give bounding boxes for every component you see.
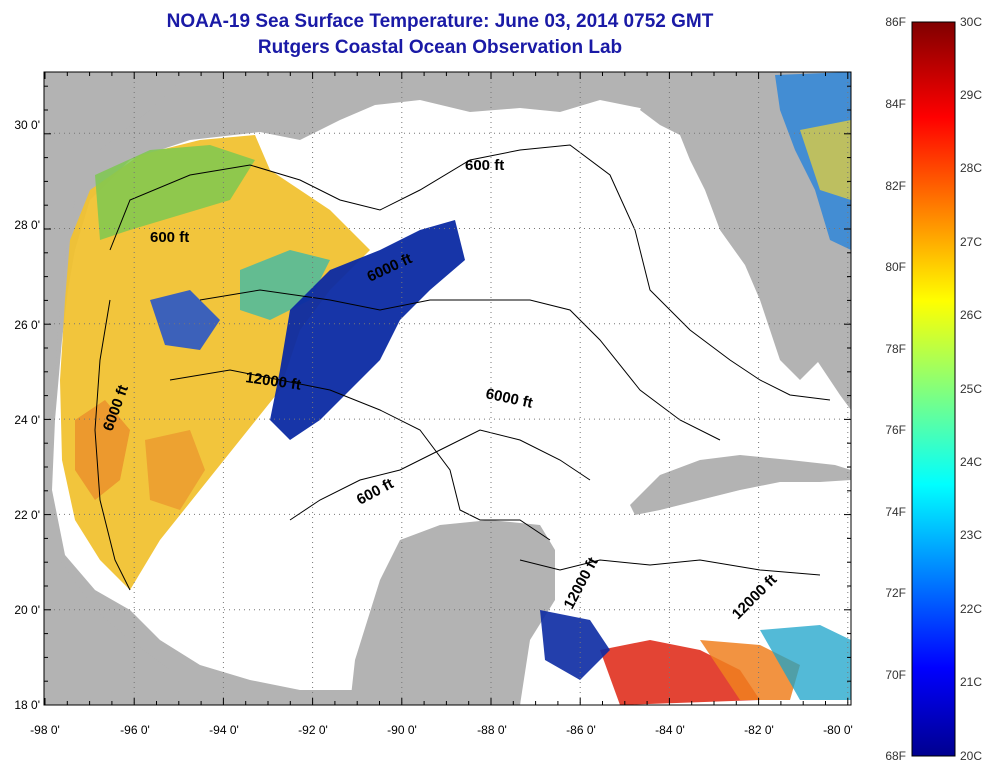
lat-label: 28 0' bbox=[14, 218, 40, 232]
map-title: NOAA-19 Sea Surface Temperature: June 03… bbox=[166, 11, 714, 32]
colorbar-f-label: 82F bbox=[885, 179, 906, 193]
sst-cold-region bbox=[270, 220, 465, 440]
lon-label: -96 0' bbox=[120, 723, 150, 737]
lat-label: 18 0' bbox=[14, 698, 40, 712]
temperature-colorbar bbox=[911, 21, 956, 757]
colorbar-c-label: 23C bbox=[960, 528, 982, 542]
colorbar-f-label: 72F bbox=[885, 586, 906, 600]
plot-frame bbox=[43, 71, 852, 706]
lon-label: -90 0' bbox=[387, 723, 417, 737]
sst-green-patch bbox=[240, 250, 330, 320]
sst-atlantic-yellow bbox=[800, 120, 851, 200]
colorbar-f-label: 78F bbox=[885, 342, 906, 356]
colorbar-fahrenheit-labels: 86F 84F 82F 80F 78F 76F 74F 72F 70F 68F bbox=[885, 15, 906, 763]
colorbar-c-label: 20C bbox=[960, 749, 982, 763]
colorbar-c-label: 24C bbox=[960, 455, 982, 469]
lon-label: -88 0' bbox=[477, 723, 507, 737]
sst-cold-patch bbox=[150, 290, 220, 350]
colorbar-f-label: 68F bbox=[885, 749, 906, 763]
lat-label: 20 0' bbox=[14, 603, 40, 617]
colorbar-f-label: 70F bbox=[885, 668, 906, 682]
lat-axis-labels: 18 0' 20 0' 22 0' 24 0' 26 0' 28 0' 30 0… bbox=[14, 118, 40, 712]
lon-label: -98 0' bbox=[30, 723, 60, 737]
contour-label-2: 600 ft bbox=[465, 157, 504, 174]
colorbar-c-label: 28C bbox=[960, 161, 982, 175]
colorbar-c-label: 29C bbox=[960, 88, 982, 102]
map-gridlines bbox=[44, 72, 851, 705]
colorbar-f-label: 84F bbox=[885, 97, 906, 111]
lat-label: 26 0' bbox=[14, 318, 40, 332]
lon-label: -82 0' bbox=[744, 723, 774, 737]
yucatan-land bbox=[350, 520, 555, 705]
colorbar-c-label: 30C bbox=[960, 15, 982, 29]
map-subtitle: Rutgers Coastal Ocean Observation Lab bbox=[257, 37, 623, 58]
sst-orange-patch bbox=[75, 400, 130, 500]
contour-600ft bbox=[109, 144, 831, 401]
colorbar-f-label: 86F bbox=[885, 15, 906, 29]
lon-label: -84 0' bbox=[655, 723, 685, 737]
mexico-land bbox=[44, 72, 350, 705]
sst-caribbean-cyan bbox=[760, 625, 851, 700]
lon-label: -80 0' bbox=[823, 723, 853, 737]
colorbar-c-label: 22C bbox=[960, 602, 982, 616]
contour-caribbean bbox=[519, 559, 821, 576]
contour-12000ft bbox=[169, 369, 551, 541]
colorbar-c-label: 26C bbox=[960, 308, 982, 322]
sst-warm-region bbox=[60, 135, 370, 590]
sst-caribbean-cold bbox=[540, 610, 610, 680]
colorbar-c-label: 21C bbox=[960, 675, 982, 689]
lat-label: 22 0' bbox=[14, 508, 40, 522]
sst-green-band bbox=[95, 145, 255, 240]
lon-axis-labels: -98 0' -96 0' -94 0' -92 0' -90 0' -88 0… bbox=[30, 723, 853, 737]
colorbar-c-label: 25C bbox=[960, 382, 982, 396]
contour-600ft-south bbox=[289, 429, 591, 521]
contour-6000ft bbox=[94, 289, 721, 591]
lon-label: -94 0' bbox=[209, 723, 239, 737]
bathymetry-contours bbox=[94, 144, 831, 591]
lon-label: -86 0' bbox=[566, 723, 596, 737]
cuba-land bbox=[630, 455, 851, 515]
colorbar-f-label: 80F bbox=[885, 260, 906, 274]
sst-orange-patch-2 bbox=[145, 430, 205, 510]
sst-caribbean-warm bbox=[600, 640, 760, 705]
colorbar-f-label: 74F bbox=[885, 505, 906, 519]
contour-label-1: 600 ft bbox=[150, 229, 189, 246]
colorbar-c-label: 27C bbox=[960, 235, 982, 249]
lat-label: 30 0' bbox=[14, 118, 40, 132]
colorbar-celsius-labels: 30C 29C 28C 27C 26C 25C 24C 23C 22C 21C … bbox=[960, 15, 982, 763]
lat-label: 24 0' bbox=[14, 413, 40, 427]
lon-label: -92 0' bbox=[298, 723, 328, 737]
colorbar-f-label: 76F bbox=[885, 423, 906, 437]
axis-ticks bbox=[44, 72, 851, 706]
